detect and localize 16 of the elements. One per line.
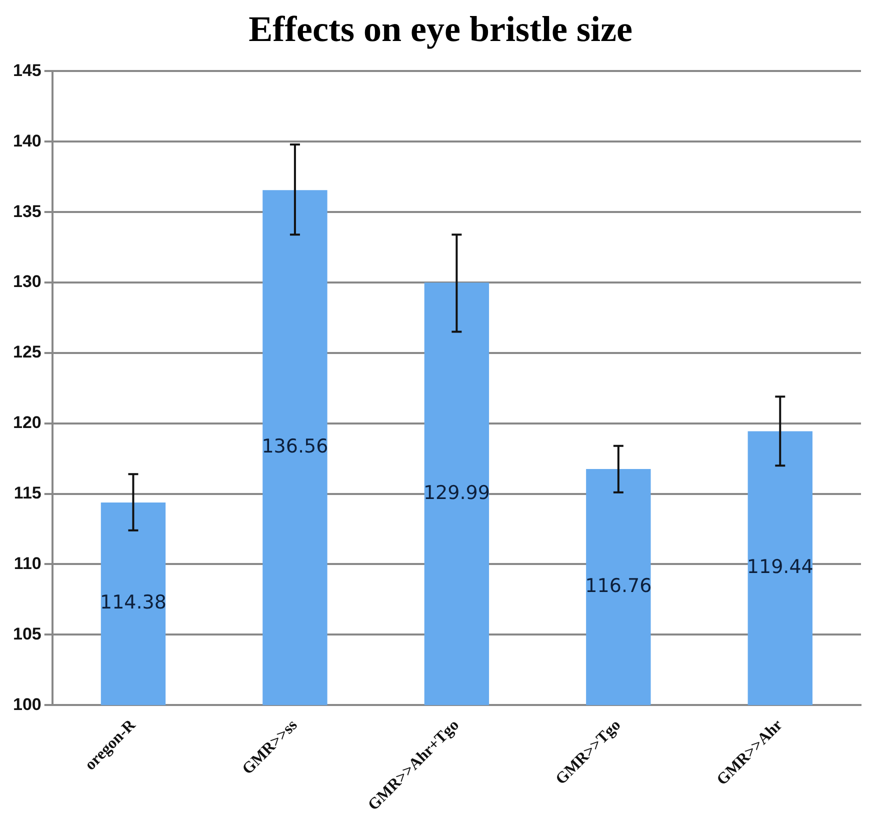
y-tick-label: 130 (12, 272, 42, 292)
data-label: 114.38 (100, 592, 166, 614)
y-tick-label: 120 (12, 413, 42, 432)
y-tick-label: 100 (12, 694, 42, 714)
data-label: 116.76 (585, 574, 652, 597)
y-tick-label: 110 (14, 554, 42, 573)
data-label: 129.99 (423, 482, 490, 504)
y-tick-label: 145 (12, 60, 42, 80)
y-tick-label: 125 (12, 342, 42, 362)
y-tick-label: 135 (12, 202, 42, 221)
data-label: 119.44 (746, 556, 814, 578)
y-tick-label: 140 (12, 131, 42, 150)
y-tick-label: 115 (14, 483, 42, 502)
y-tick-label: 105 (12, 624, 42, 644)
chart-title: Effects on eye bristle size (248, 8, 634, 51)
data-label: 136.56 (262, 436, 328, 458)
